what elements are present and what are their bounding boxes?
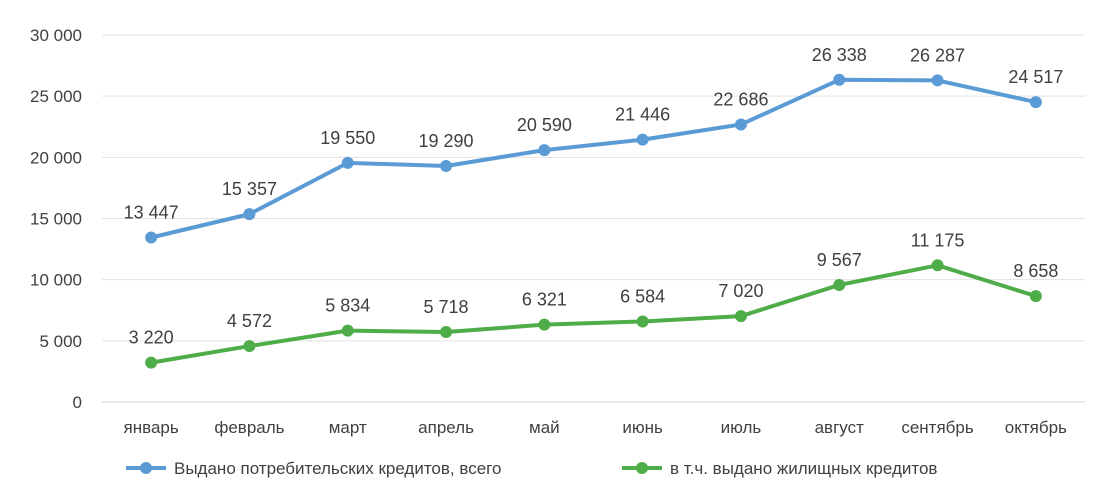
data-point bbox=[145, 356, 158, 369]
x-tick-label: август bbox=[815, 418, 864, 437]
data-label: 26 287 bbox=[910, 45, 965, 65]
legend-label: Выдано потребительских кредитов, всего bbox=[174, 459, 501, 478]
x-tick-label: октябрь bbox=[1005, 418, 1067, 437]
x-tick-label: июль bbox=[721, 418, 762, 437]
data-label: 26 338 bbox=[812, 45, 867, 65]
data-point bbox=[931, 259, 944, 272]
y-tick-label: 0 bbox=[73, 393, 82, 412]
data-point bbox=[538, 144, 551, 157]
legend-item: в т.ч. выдано жилищных кредитов bbox=[622, 459, 937, 478]
gridlines bbox=[102, 34, 1085, 403]
data-label: 15 357 bbox=[222, 179, 277, 199]
series-line bbox=[149, 77, 1038, 240]
data-point bbox=[734, 310, 747, 323]
legend-item: Выдано потребительских кредитов, всего bbox=[126, 459, 501, 478]
y-tick-label: 15 000 bbox=[30, 210, 82, 229]
data-point bbox=[734, 118, 747, 131]
data-point bbox=[538, 318, 551, 331]
data-label: 9 567 bbox=[817, 250, 862, 270]
data-label: 20 590 bbox=[517, 115, 572, 135]
data-label: 13 447 bbox=[124, 202, 179, 222]
data-label: 7 020 bbox=[718, 281, 763, 301]
legend: Выдано потребительских кредитов, всего в … bbox=[126, 459, 937, 478]
data-point bbox=[833, 278, 846, 291]
data-label: 21 446 bbox=[615, 105, 670, 125]
x-tick-label: февраль bbox=[214, 418, 284, 437]
data-label: 3 220 bbox=[129, 328, 174, 348]
y-tick-label: 10 000 bbox=[30, 271, 82, 290]
data-label: 8 658 bbox=[1013, 261, 1058, 281]
data-label: 6 321 bbox=[522, 290, 567, 310]
data-point bbox=[636, 133, 649, 146]
data-point bbox=[440, 160, 453, 173]
data-point bbox=[833, 73, 846, 86]
data-point bbox=[931, 74, 944, 87]
y-tick-label: 5 000 bbox=[39, 332, 82, 351]
data-point bbox=[341, 324, 354, 337]
data-label: 19 550 bbox=[320, 128, 375, 148]
data-point bbox=[243, 208, 256, 221]
legend-point-marker bbox=[636, 462, 648, 474]
y-tick-label: 30 000 bbox=[30, 26, 82, 45]
series-group bbox=[145, 73, 1042, 369]
data-label: 19 290 bbox=[419, 131, 474, 151]
data-labels: 13 447 15 357 19 550 19 290 20 590 21 446 22 6… bbox=[124, 45, 1064, 348]
x-axis: январь февраль март апрель май июнь июль август… bbox=[124, 418, 1068, 437]
x-tick-label: сентябрь bbox=[901, 418, 974, 437]
x-tick-label: март bbox=[329, 418, 367, 437]
data-point bbox=[341, 156, 354, 169]
data-label: 5 834 bbox=[325, 296, 370, 316]
data-label: 5 718 bbox=[424, 297, 469, 317]
data-label: 4 572 bbox=[227, 311, 272, 331]
y-tick-label: 20 000 bbox=[30, 148, 82, 167]
data-point bbox=[145, 231, 158, 244]
legend-point-marker bbox=[140, 462, 152, 474]
x-tick-label: май bbox=[529, 418, 560, 437]
data-point bbox=[636, 315, 649, 328]
data-label: 22 686 bbox=[713, 89, 768, 109]
data-label: 6 584 bbox=[620, 286, 665, 306]
data-label: 24 517 bbox=[1008, 67, 1063, 87]
data-point bbox=[440, 326, 453, 339]
data-point bbox=[1029, 96, 1042, 109]
y-tick-label: 25 000 bbox=[30, 87, 82, 106]
x-tick-label: июнь bbox=[622, 418, 663, 437]
x-tick-label: апрель bbox=[418, 418, 474, 437]
data-point bbox=[243, 340, 256, 353]
y-axis: 0 5 000 10 000 15 000 20 000 25 000 30 000 bbox=[30, 26, 82, 412]
data-label: 11 175 bbox=[911, 230, 965, 250]
x-tick-label: январь bbox=[124, 418, 179, 437]
series-line bbox=[149, 263, 1038, 365]
legend-label: в т.ч. выдано жилищных кредитов bbox=[670, 459, 937, 478]
data-point bbox=[1029, 290, 1042, 303]
